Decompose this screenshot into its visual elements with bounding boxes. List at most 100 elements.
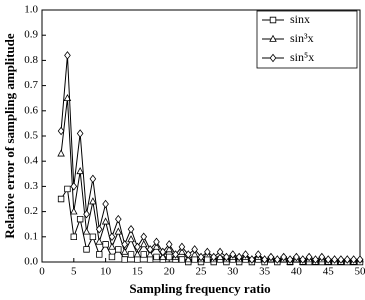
data-point [57, 195, 65, 203]
x-tick-label: 25 [196, 266, 208, 278]
data-point [337, 255, 345, 264]
data-point [165, 240, 173, 249]
y-tick-label: 0.2 [24, 205, 38, 217]
legend-box [256, 10, 358, 69]
data-point [324, 255, 332, 264]
data-point [127, 235, 135, 243]
data-point [229, 250, 237, 259]
data-point [139, 240, 148, 248]
data-point [293, 252, 300, 262]
data-point [146, 256, 154, 263]
data-point [115, 246, 122, 253]
data-point [318, 252, 326, 262]
data-point [76, 215, 84, 223]
data-point [331, 255, 338, 264]
data-point [146, 250, 154, 258]
data-point [83, 246, 90, 253]
y-tick-label: 0.3 [24, 180, 38, 192]
data-point [89, 197, 97, 205]
data-point [178, 242, 186, 252]
data-point [350, 255, 357, 264]
x-tick-label: 10 [100, 266, 112, 278]
data-point [242, 250, 249, 259]
x-tick-label: 15 [132, 266, 144, 278]
x-tick-label: 30 [227, 266, 239, 278]
series-line [60, 98, 361, 263]
data-point [184, 255, 193, 263]
data-point [76, 129, 84, 138]
legend-label: sin⁵x [290, 50, 314, 64]
y-tick-label: 0.9 [24, 29, 38, 41]
data-point [134, 242, 141, 252]
y-tick-label: 0.5 [24, 130, 38, 142]
data-point [254, 250, 262, 259]
y-tick-label: 0.4 [24, 155, 38, 167]
data-point [82, 227, 91, 235]
data-point [172, 250, 179, 259]
x-tick-label: 0 [39, 266, 45, 278]
data-point [267, 252, 275, 262]
data-point [89, 233, 97, 241]
data-point [312, 255, 319, 264]
y-axis-label: Relative error of sampling amplitude [2, 33, 17, 239]
data-point [83, 209, 90, 219]
data-point [121, 240, 128, 249]
data-point [57, 149, 65, 157]
legend-marker [269, 34, 277, 42]
data-point [76, 167, 84, 175]
data-point [127, 251, 135, 258]
data-point [70, 233, 77, 241]
data-point [95, 224, 103, 234]
data-point [114, 227, 123, 235]
data-point [153, 237, 160, 247]
series-line [60, 55, 360, 261]
data-point [70, 207, 78, 215]
data-point [191, 256, 198, 263]
data-point [101, 217, 110, 225]
y-tick-label: 0.1 [24, 230, 38, 242]
data-point [102, 199, 109, 209]
data-point [286, 255, 294, 264]
data-point [89, 174, 97, 184]
data-point [152, 242, 161, 250]
data-point [261, 255, 268, 264]
x-tick-label: 40 [291, 266, 303, 278]
data-point [64, 51, 71, 60]
data-point [108, 242, 116, 250]
x-tick-label: 20 [164, 266, 176, 278]
plot-frame [41, 9, 361, 263]
y-tick-label: 0.7 [24, 79, 38, 91]
data-point [64, 185, 71, 193]
y-tick-label: 0.8 [24, 54, 38, 66]
data-point [280, 252, 287, 262]
data-point [63, 93, 72, 101]
data-point [140, 232, 148, 242]
data-point [108, 253, 116, 261]
data-point [153, 253, 160, 261]
data-point [274, 255, 281, 264]
data-point [127, 224, 135, 234]
x-tick-label: 45 [323, 266, 335, 278]
y-tick-label: 0.0 [24, 256, 38, 268]
data-point [299, 255, 307, 264]
data-point [204, 256, 211, 263]
data-point [223, 252, 230, 262]
data-point [191, 245, 198, 254]
data-point [115, 214, 122, 224]
data-point [140, 251, 147, 258]
data-point [95, 237, 104, 245]
data-point [204, 247, 211, 257]
data-point [57, 126, 65, 136]
data-point [121, 256, 128, 263]
data-point [197, 252, 205, 262]
data-point [165, 245, 173, 253]
data-point [165, 253, 173, 261]
data-point [178, 247, 186, 255]
data-point [184, 250, 192, 259]
data-point [96, 251, 103, 258]
legend-label: sin³x [290, 31, 314, 45]
data-point [305, 252, 313, 262]
data-point [235, 252, 243, 262]
data-point [248, 255, 256, 264]
